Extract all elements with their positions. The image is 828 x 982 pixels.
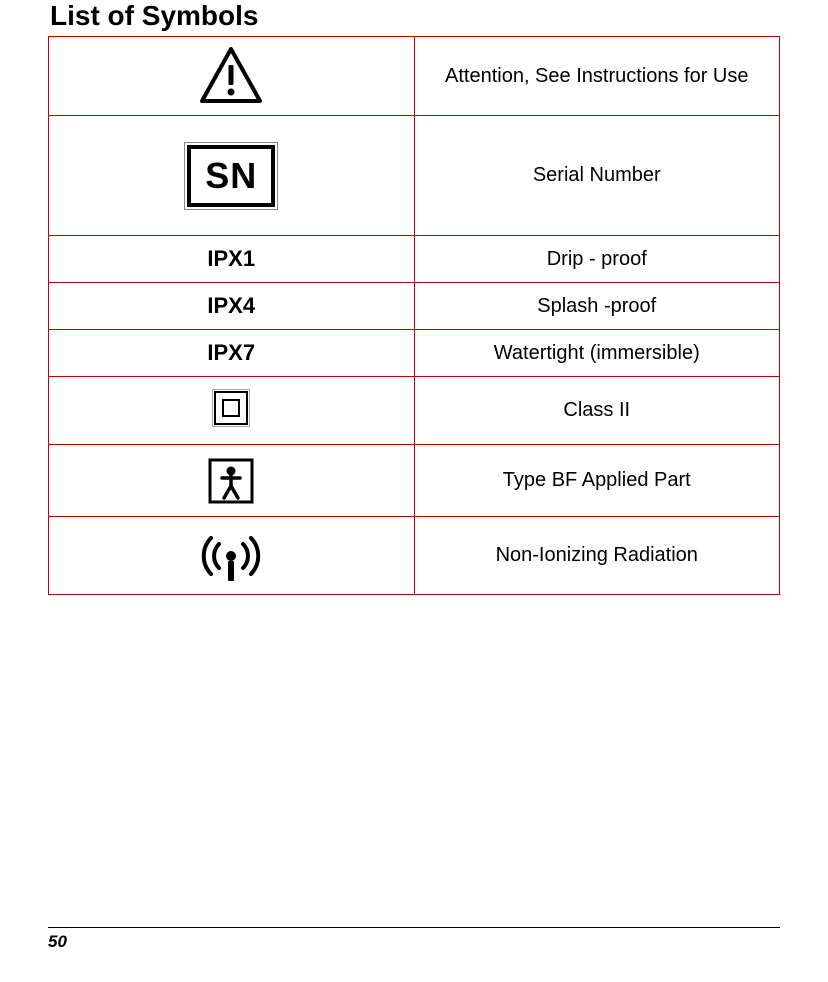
table-row: IPX4 Splash -proof	[49, 283, 780, 330]
class2-icon	[214, 391, 248, 425]
table-row: IPX1 Drip - proof	[49, 236, 780, 283]
description-cell: Non-Ionizing Radiation	[414, 517, 780, 595]
symbol-cell	[49, 445, 415, 517]
table-row: IPX7 Watertight (immersible)	[49, 330, 780, 377]
description-cell: Attention, See Instructions for Use	[414, 37, 780, 116]
symbol-cell	[49, 377, 415, 445]
symbol-cell	[49, 37, 415, 116]
description-cell: Class II	[414, 377, 780, 445]
type-bf-icon	[206, 456, 256, 506]
table-row: Class II	[49, 377, 780, 445]
description-cell: Watertight (immersible)	[414, 330, 780, 377]
radiation-icon	[201, 528, 261, 584]
symbol-cell: IPX7	[49, 330, 415, 377]
table-row: Non-Ionizing Radiation	[49, 517, 780, 595]
symbol-cell: SN	[49, 116, 415, 236]
page-number: 50	[48, 932, 67, 951]
table-row: Type BF Applied Part	[49, 445, 780, 517]
symbol-cell: IPX4	[49, 283, 415, 330]
section-title: List of Symbols	[48, 0, 780, 32]
description-cell: Splash -proof	[414, 283, 780, 330]
symbol-cell	[49, 517, 415, 595]
table-row: Attention, See Instructions for Use	[49, 37, 780, 116]
symbols-table: Attention, See Instructions for Use SN S…	[48, 36, 780, 595]
description-cell: Drip - proof	[414, 236, 780, 283]
page-footer: 50	[48, 927, 780, 952]
table-row: SN Serial Number	[49, 116, 780, 236]
attention-icon	[198, 47, 264, 105]
description-cell: Type BF Applied Part	[414, 445, 780, 517]
description-cell: Serial Number	[414, 116, 780, 236]
symbol-cell: IPX1	[49, 236, 415, 283]
sn-icon: SN	[187, 145, 275, 207]
